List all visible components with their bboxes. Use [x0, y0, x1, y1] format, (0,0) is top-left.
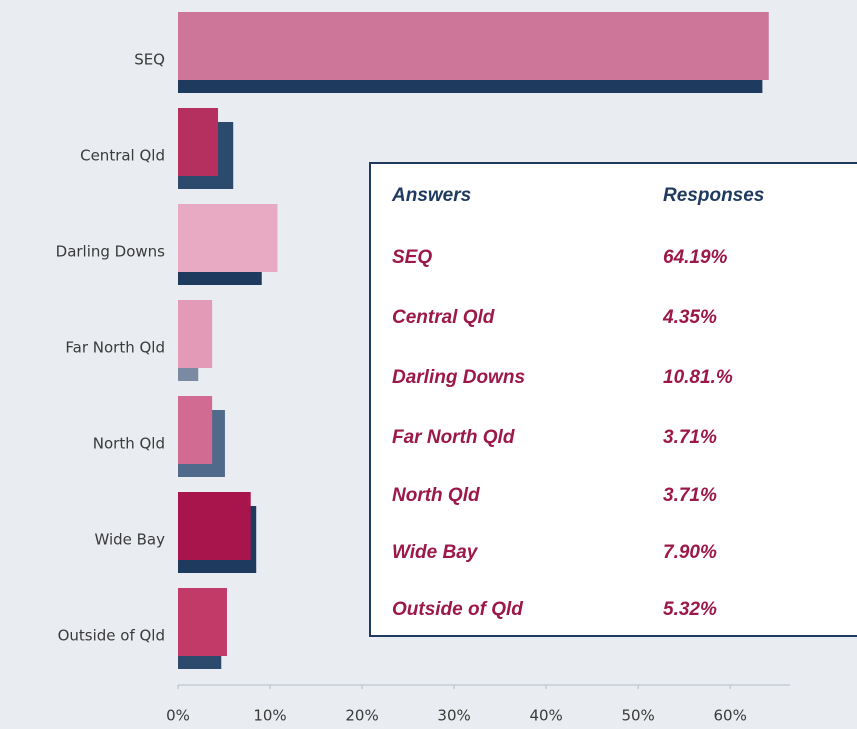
- bar: [178, 588, 227, 656]
- bar: [178, 204, 278, 272]
- category-label: Wide Bay: [94, 531, 165, 549]
- table-header: Responses: [663, 185, 764, 206]
- table-cell: North Qld: [392, 485, 480, 506]
- table-cell: Darling Downs: [392, 367, 525, 388]
- bar: [178, 492, 251, 560]
- category-label: Far North Qld: [65, 339, 165, 357]
- x-tick-label: 40%: [529, 707, 562, 725]
- x-tick-label: 0%: [166, 707, 190, 725]
- category-label: Darling Downs: [56, 243, 166, 261]
- category-label: Outside of Qld: [58, 627, 165, 645]
- category-label: Central Qld: [80, 147, 165, 165]
- bar: [178, 396, 213, 464]
- bar: [178, 108, 219, 176]
- table-cell: Central Qld: [392, 307, 495, 328]
- responses-table: Answers Responses SEQ 64.19% Central Qld 4.35…: [369, 162, 857, 637]
- table-cell: 3.71%: [663, 485, 717, 506]
- table-cell: 64.19%: [663, 247, 728, 268]
- bar: [178, 300, 213, 368]
- table-cell: Outside of Qld: [392, 599, 523, 620]
- x-tick-label: 50%: [621, 707, 654, 725]
- x-tick-label: 60%: [714, 707, 747, 725]
- table-cell: Wide Bay: [392, 542, 479, 563]
- x-tick-label: 30%: [437, 707, 470, 725]
- table-cell: 10.81.%: [663, 367, 733, 388]
- x-tick-label: 10%: [253, 707, 286, 725]
- bar: [178, 12, 769, 80]
- table-cell: SEQ: [392, 247, 432, 268]
- table-header: Answers: [391, 185, 471, 206]
- table-cell: 5.32%: [663, 599, 717, 620]
- table-box: [369, 162, 857, 637]
- x-tick-label: 20%: [345, 707, 378, 725]
- category-label: North Qld: [93, 435, 165, 453]
- category-label: SEQ: [134, 51, 165, 69]
- table-cell: 7.90%: [663, 542, 717, 563]
- table-cell: 3.71%: [663, 427, 717, 448]
- table-cell: Far North Qld: [392, 427, 515, 448]
- table-cell: 4.35%: [662, 307, 717, 328]
